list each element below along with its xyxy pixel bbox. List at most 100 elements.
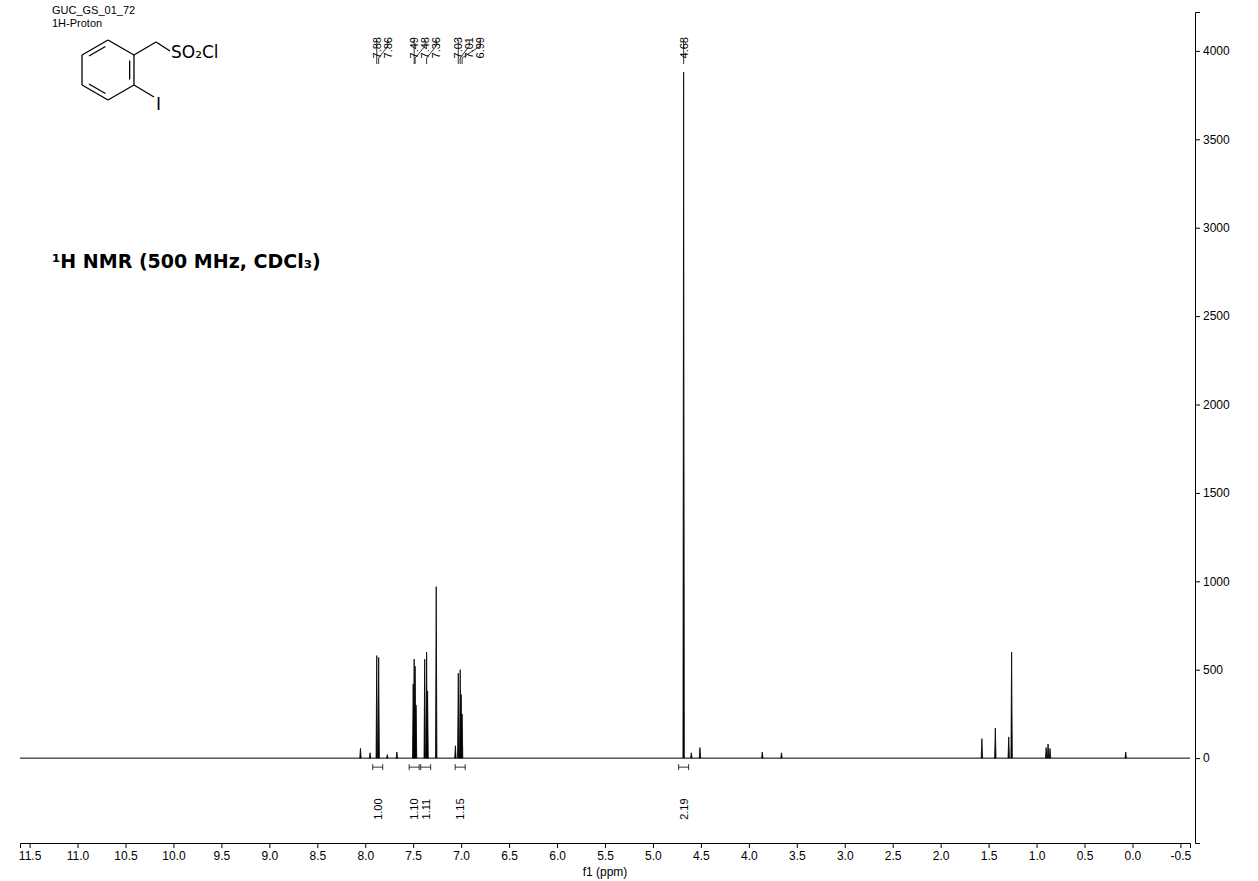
x-tick-mark — [557, 843, 558, 848]
y-tick: 0 — [1195, 751, 1210, 765]
y-tick-mark — [1195, 405, 1200, 406]
y-tick-mark — [1195, 493, 1200, 494]
x-tick-mark — [989, 843, 990, 848]
x-tick: 3.0 — [837, 843, 854, 863]
x-tick-label: 6.5 — [501, 849, 518, 863]
x-tick-mark — [605, 843, 606, 848]
y-tick-mark — [1195, 581, 1200, 582]
x-tick: 9.0 — [262, 843, 279, 863]
x-tick-mark — [125, 843, 126, 848]
peak — [995, 728, 996, 758]
x-tick-label: 9.0 — [262, 849, 279, 863]
bond — [108, 85, 134, 100]
x-tick-mark — [797, 843, 798, 848]
x-tick-mark — [461, 843, 462, 848]
y-axis-line — [1196, 13, 1201, 844]
peak — [376, 656, 377, 759]
x-tick-label: 6.0 — [549, 849, 566, 863]
x-tick-label: 0.0 — [1125, 849, 1142, 863]
x-tick-mark — [749, 843, 750, 848]
x-tick-label: 3.5 — [789, 849, 806, 863]
x-tick-mark — [1180, 843, 1181, 848]
peak — [683, 72, 684, 758]
bond — [156, 42, 170, 51]
structure: SO₂ClI — [82, 40, 219, 114]
x-axis: 11.511.010.510.09.59.08.58.07.57.06.56.0… — [19, 843, 1192, 863]
x-tick-label: 4.5 — [693, 849, 710, 863]
integral-label: 2.19 — [678, 798, 690, 819]
baseline — [20, 758, 1190, 759]
peak — [691, 753, 692, 758]
peak — [981, 739, 982, 758]
integral-label: 1.11 — [420, 799, 432, 820]
y-tick-label: 1000 — [1203, 575, 1230, 589]
peak — [699, 748, 700, 759]
x-tick-mark — [509, 843, 510, 848]
x-tick-mark — [317, 843, 318, 848]
peak — [414, 666, 415, 758]
x-tick-mark — [365, 843, 366, 848]
peak — [762, 752, 763, 758]
bond — [89, 47, 105, 57]
spectrum — [20, 72, 1190, 758]
x-axis-title: f1 (ppm) — [583, 865, 628, 879]
y-tick: 2000 — [1195, 398, 1230, 412]
x-tick-label: 5.5 — [597, 849, 614, 863]
peak — [427, 691, 428, 758]
x-tick-label: 11.0 — [67, 849, 90, 863]
y-tick-label: 3000 — [1203, 221, 1230, 235]
bond — [108, 40, 134, 55]
peak — [396, 752, 397, 758]
x-tick: 9.5 — [214, 843, 231, 863]
x-tick: 0.0 — [1125, 843, 1142, 863]
peak — [461, 714, 462, 758]
x-tick-mark — [1132, 843, 1133, 848]
x-tick-label: 5.0 — [645, 849, 662, 863]
x-tick-label: 1.5 — [981, 849, 998, 863]
integral-mark — [373, 764, 383, 770]
y-tick-mark — [1195, 51, 1200, 52]
peak — [378, 657, 379, 758]
peak — [455, 746, 456, 758]
x-tick: 2.5 — [885, 843, 902, 863]
x-tick-mark — [30, 843, 31, 848]
x-tick-mark — [1085, 843, 1086, 848]
bond — [134, 42, 156, 55]
y-tick: 3500 — [1195, 133, 1230, 147]
bond — [82, 40, 108, 55]
x-tick-label: 4.0 — [741, 849, 758, 863]
y-tick-label: 500 — [1203, 663, 1223, 677]
y-tick: 2500 — [1195, 309, 1230, 323]
x-tick: 6.5 — [501, 843, 518, 863]
y-tick: 500 — [1195, 663, 1223, 677]
x-tick-label: 8.0 — [357, 849, 374, 863]
x-tick-label: -0.5 — [1171, 849, 1192, 863]
y-tick-mark — [1195, 228, 1200, 229]
peak-label: 4.68 — [678, 37, 690, 58]
x-tick: 0.5 — [1077, 843, 1094, 863]
x-tick: 11.0 — [67, 843, 90, 863]
peak-labels: 7.887.867.497.487.367.037.016.994.68 — [371, 37, 690, 64]
peak — [460, 694, 461, 758]
peak — [1047, 744, 1048, 758]
peak — [360, 748, 361, 758]
integral-mark — [421, 764, 431, 770]
x-tick: 11.5 — [19, 843, 42, 863]
peak — [424, 659, 425, 758]
peak — [1045, 748, 1046, 759]
x-tick: 6.0 — [549, 843, 566, 863]
x-tick: -0.5 — [1171, 843, 1192, 863]
peak — [459, 670, 460, 758]
peak — [781, 753, 782, 758]
x-tick-mark — [221, 843, 222, 848]
peak — [413, 659, 414, 758]
structure-label: I — [156, 94, 161, 114]
integral-mark — [455, 764, 465, 770]
x-tick: 8.0 — [357, 843, 374, 863]
x-tick: 5.0 — [645, 843, 662, 863]
x-tick-mark — [173, 843, 174, 848]
chart: 11.511.010.510.09.59.08.58.07.57.06.56.0… — [0, 0, 1258, 881]
peak-label: 7.36 — [430, 37, 442, 58]
integral-mark — [409, 764, 419, 770]
x-tick: 5.5 — [597, 843, 614, 863]
